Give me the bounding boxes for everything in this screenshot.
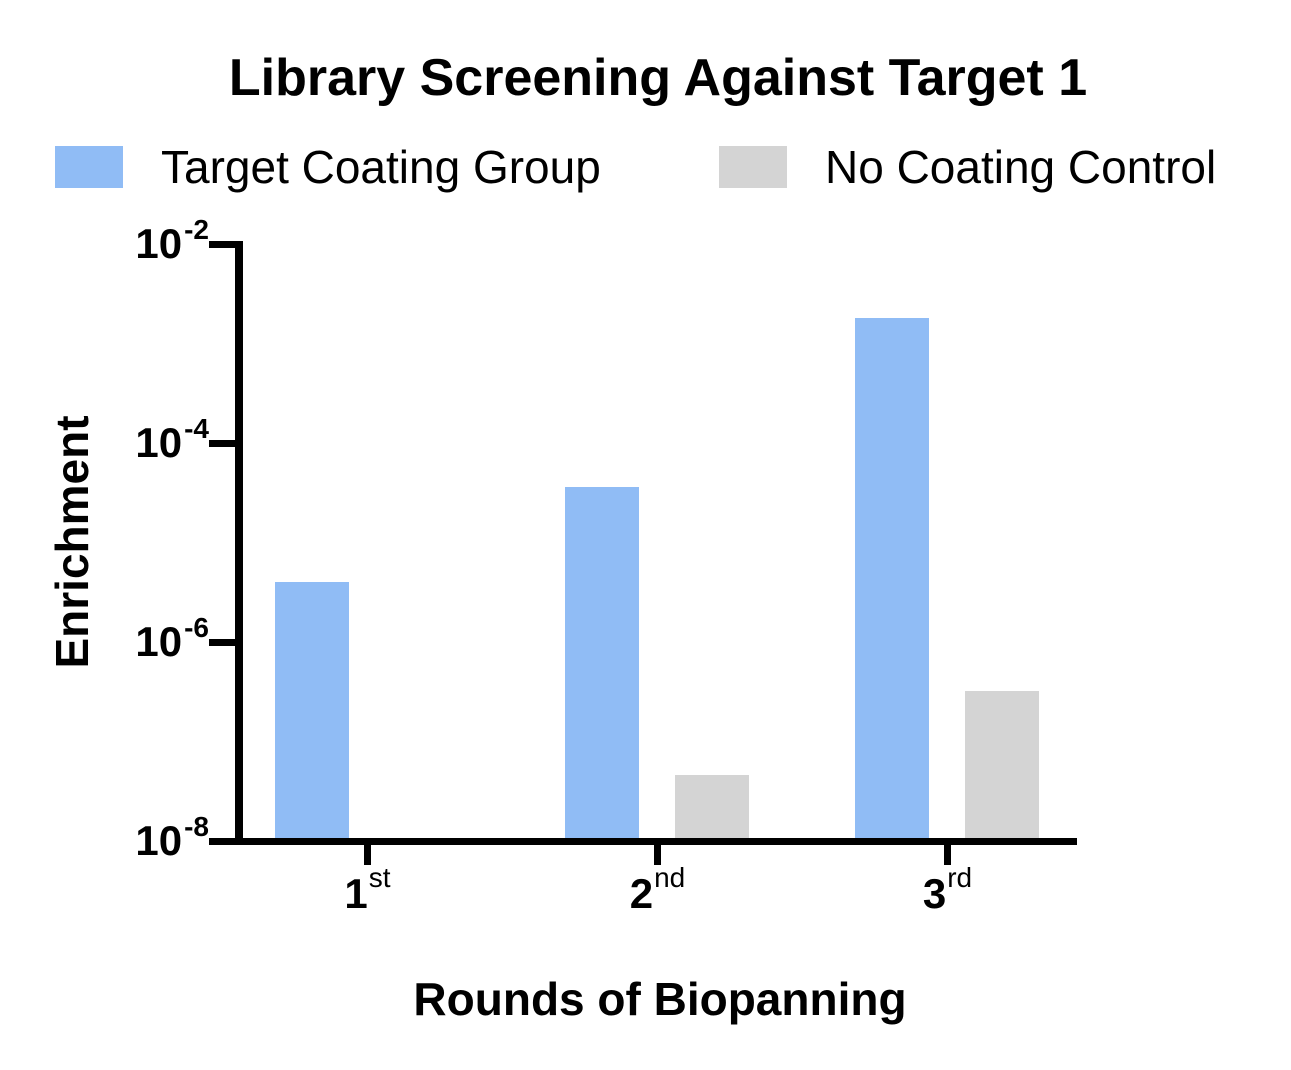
y-tick-label--8: 10-8 (135, 811, 209, 864)
bar-target-coating-round-2 (565, 487, 639, 840)
bar-no-coating-round-2 (675, 775, 749, 840)
legend-item-target-coating: Target Coating Group (55, 140, 601, 194)
x-category-label-1: 1st (344, 862, 391, 917)
x-category-label-3: 3rd (922, 862, 973, 917)
x-axis-line (213, 838, 1077, 845)
legend-label-target-coating: Target Coating Group (161, 141, 601, 193)
bar-target-coating-round-1 (275, 582, 349, 840)
x-axis-title: Rounds of Biopanning (413, 973, 907, 1025)
y-tick--6 (209, 639, 235, 646)
y-tick-label--2: 10-2 (135, 214, 209, 267)
legend-item-no-coating: No Coating Control (719, 140, 1216, 194)
y-tick-label--6: 10-6 (135, 612, 209, 665)
y-tick-label--4: 10-4 (135, 413, 209, 466)
x-tick-1 (364, 845, 371, 865)
bar-no-coating-round-3 (965, 691, 1039, 840)
chart-title: Library Screening Against Target 1 (228, 49, 1088, 107)
legend-label-no-coating: No Coating Control (825, 141, 1217, 193)
x-category-label-2: 2nd (629, 862, 686, 917)
y-tick--2 (209, 241, 235, 248)
bar-target-coating-round-3 (855, 318, 929, 840)
y-axis-line (235, 241, 243, 845)
legend-swatch-target-coating (55, 146, 123, 188)
x-tick-2 (654, 845, 661, 865)
x-tick-3 (944, 845, 951, 865)
legend-swatch-no-coating (719, 146, 787, 188)
y-tick--8 (209, 838, 235, 845)
y-tick--4 (209, 440, 235, 447)
